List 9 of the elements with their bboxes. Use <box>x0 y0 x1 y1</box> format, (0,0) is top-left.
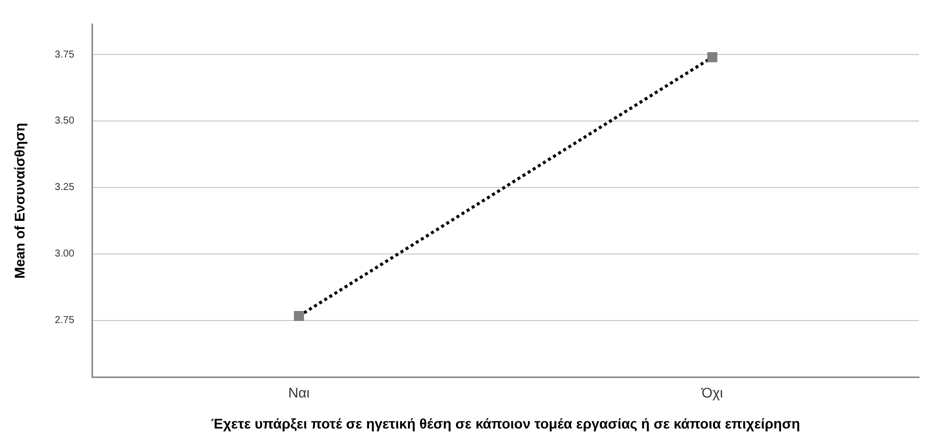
y-axis-title: Mean of Ενσυναίσθηση <box>11 122 28 279</box>
x-tick-label: Ναι <box>288 384 310 401</box>
y-tick-label: 3.00 <box>54 248 75 260</box>
y-tick-label: 2.75 <box>54 315 75 326</box>
y-tick-label: 3.50 <box>54 116 75 127</box>
x-axis-title: Έχετε υπάρξει ποτέ σε ηγετική θέση σε κάποιον τομέα εργασίας ή σε κάποια επιχείρηση <box>211 415 800 432</box>
y-tick-label: 3.25 <box>54 182 75 194</box>
y-tick-label: 3.75 <box>54 49 75 60</box>
x-tick-label: Όχι <box>700 384 723 401</box>
